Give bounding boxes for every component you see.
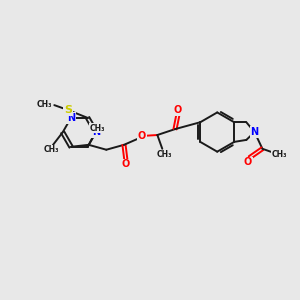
Text: CH₃: CH₃ xyxy=(157,150,172,159)
Text: CH₃: CH₃ xyxy=(44,146,60,154)
Text: N: N xyxy=(67,113,75,123)
Text: O: O xyxy=(244,158,252,167)
Text: O: O xyxy=(174,106,182,116)
Text: S: S xyxy=(64,105,72,115)
Text: O: O xyxy=(122,159,130,170)
Text: N: N xyxy=(250,127,259,137)
Text: O: O xyxy=(137,131,146,141)
Text: CH₃: CH₃ xyxy=(37,100,52,109)
Text: CH₃: CH₃ xyxy=(271,150,287,159)
Text: N: N xyxy=(92,127,100,137)
Text: CH₃: CH₃ xyxy=(90,124,105,133)
